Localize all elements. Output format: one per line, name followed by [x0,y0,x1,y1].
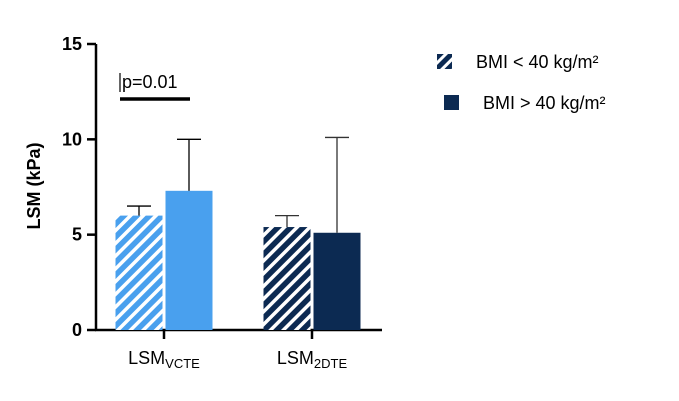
bar-bmi-under-40-1 [263,227,311,330]
bar-bmi-under-40-0 [115,215,163,330]
legend-label-bmi-under-40: BMI < 40 kg/m² [476,52,599,72]
legend: BMI < 40 kg/m² BMI > 40 kg/m² [437,52,606,113]
x-category-label: LSM2DTE [277,348,348,371]
x-axis: LSMVCTE LSM2DTE [95,328,382,371]
x-category-label-sub: VCTE [165,356,200,371]
y-tick-label: 5 [72,225,82,245]
legend-swatch-bmi-under-40 [437,54,452,69]
x-category-label-main: LSM [128,348,165,368]
legend-label-bmi-over-40: BMI > 40 kg/m² [483,93,606,113]
y-tick-label: 10 [62,129,82,149]
p-value-label: p=0.01 [122,72,178,92]
x-category-label-sub: 2DTE [314,356,348,371]
annotations-group: p=0.01 [119,72,190,101]
x-category-label: LSMVCTE [128,348,200,371]
bar-bmi-over-40-1 [313,232,361,330]
y-axis: 0 5 10 15 [62,34,98,340]
y-tick-label: 0 [72,320,82,340]
bar-bmi-over-40-0 [165,190,213,330]
legend-swatch-bmi-over-40 [444,95,459,110]
error-bars-group [127,136,349,233]
y-axis-title: LSM (kPa) [24,142,44,229]
x-category-label-main: LSM [277,348,314,368]
y-tick-label: 15 [62,34,82,54]
bars-group [115,190,361,330]
